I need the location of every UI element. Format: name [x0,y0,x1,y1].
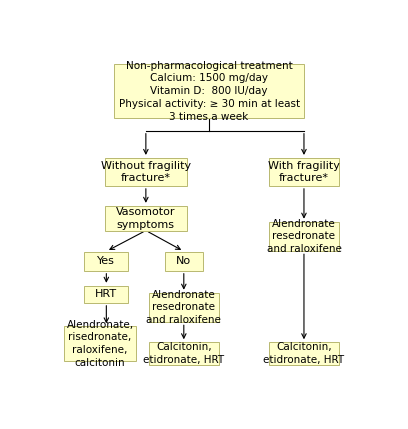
Text: HRT: HRT [95,289,118,299]
Text: Without fragility
fracture*: Without fragility fracture* [101,160,191,184]
Text: Alendronate
resedronate
and raloxifene: Alendronate resedronate and raloxifene [146,290,221,325]
Text: Yes: Yes [98,256,115,266]
FancyBboxPatch shape [269,342,339,366]
Text: Alendronate,
risedronate,
raloxifene,
calcitonin: Alendronate, risedronate, raloxifene, ca… [67,320,133,368]
FancyBboxPatch shape [149,342,219,366]
Text: Calcitonin,
etidronate, HRT: Calcitonin, etidronate, HRT [143,342,224,365]
Text: Calcitonin,
etidronate, HRT: Calcitonin, etidronate, HRT [264,342,344,365]
FancyBboxPatch shape [149,293,219,322]
FancyBboxPatch shape [105,206,187,231]
FancyBboxPatch shape [114,64,304,118]
FancyBboxPatch shape [269,222,339,251]
Text: Non-pharmacological treatment
Calcium: 1500 mg/day
Vitamin D:  800 IU/day
Physic: Non-pharmacological treatment Calcium: 1… [119,60,299,122]
Text: Vasomotor
symptoms: Vasomotor symptoms [116,207,175,230]
Text: No: No [176,256,191,266]
FancyBboxPatch shape [64,326,136,361]
FancyBboxPatch shape [105,158,187,186]
FancyBboxPatch shape [269,158,339,186]
FancyBboxPatch shape [84,286,129,303]
FancyBboxPatch shape [84,252,129,271]
Text: With fragility
fracture*: With fragility fracture* [268,160,340,184]
FancyBboxPatch shape [165,252,203,271]
Text: Alendronate
resedronate
and raloxifene: Alendronate resedronate and raloxifene [266,219,341,254]
